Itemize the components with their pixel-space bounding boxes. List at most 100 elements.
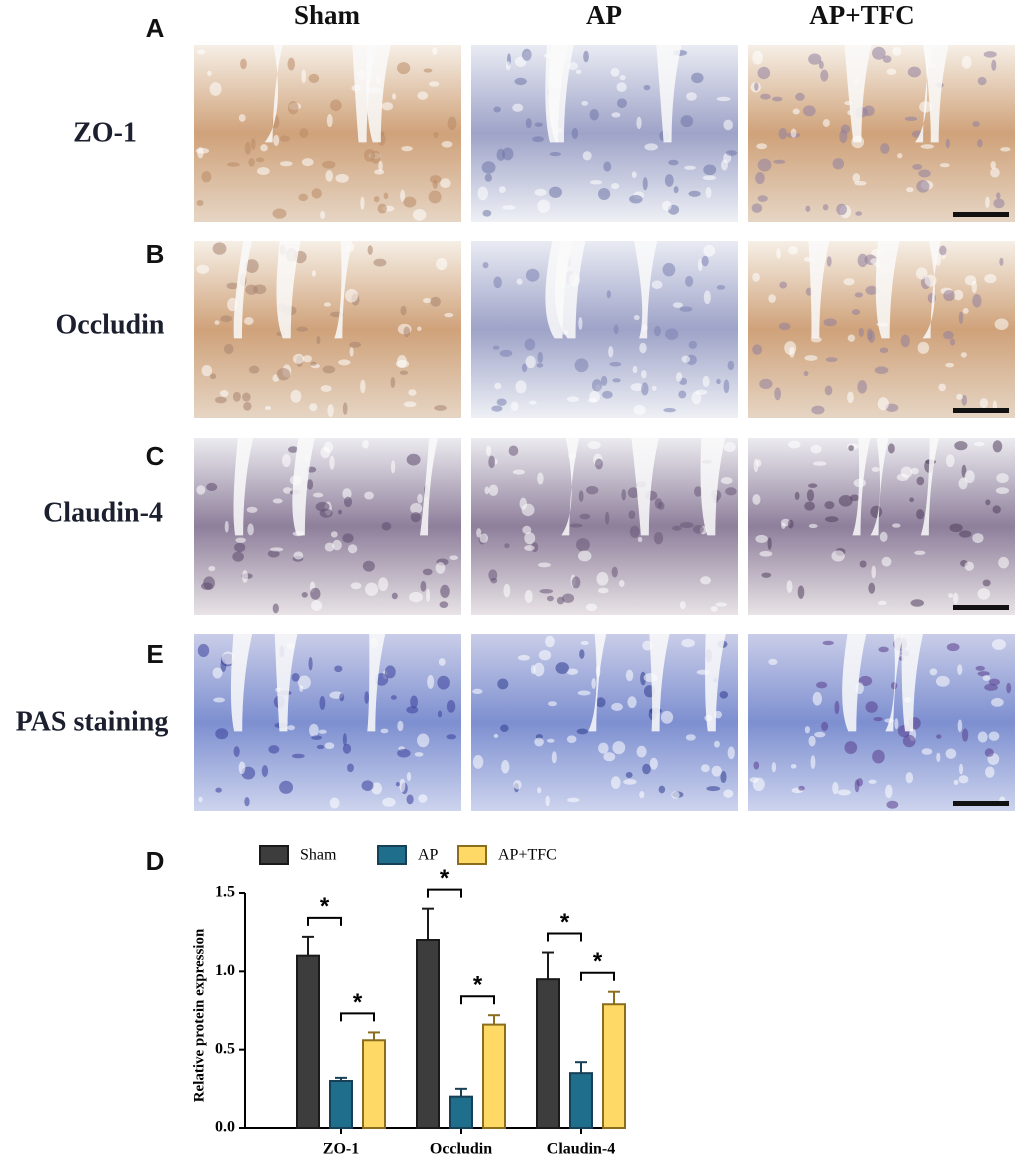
- tissue-texture: [631, 171, 637, 179]
- tissue-texture: [514, 77, 527, 86]
- tissue-texture: [752, 272, 760, 282]
- tissue-texture: [757, 66, 771, 80]
- tissue-texture: [960, 352, 967, 358]
- tissue-texture: [534, 122, 543, 127]
- tissue-texture: [320, 385, 332, 392]
- tissue-texture: [871, 466, 880, 473]
- tissue-texture: [545, 795, 550, 807]
- tissue-texture: [865, 701, 878, 713]
- tissue-texture: [852, 173, 861, 183]
- tissue-texture: [301, 69, 307, 84]
- lumen: [808, 241, 830, 339]
- tissue-texture: [482, 261, 489, 269]
- row-label: ZO-1: [73, 117, 137, 148]
- tissue-texture: [839, 129, 848, 144]
- tissue-texture: [566, 396, 579, 403]
- tissue-texture: [868, 582, 876, 594]
- tissue-texture: [198, 796, 203, 803]
- tissue-texture: [399, 778, 406, 793]
- tissue-texture: [434, 405, 447, 411]
- lumen: [366, 45, 391, 143]
- tissue-texture: [494, 382, 502, 390]
- tissue-texture: [320, 446, 331, 459]
- tissue-texture: [567, 797, 580, 803]
- tissue-texture: [497, 678, 509, 690]
- tissue-texture: [423, 298, 432, 304]
- tissue-texture: [804, 726, 811, 734]
- micrograph: [194, 437, 461, 615]
- tissue-texture: [983, 51, 997, 58]
- lumen: [700, 437, 726, 536]
- tissue-texture: [429, 175, 442, 184]
- tissue-texture: [702, 375, 710, 388]
- panel-letter: A: [146, 13, 165, 43]
- bar: [296, 954, 320, 1130]
- tissue-texture: [943, 289, 955, 302]
- tissue-texture: [988, 678, 1001, 686]
- tissue-texture: [524, 338, 536, 351]
- tissue-texture: [301, 158, 314, 167]
- tissue-texture: [984, 683, 998, 691]
- tissue-texture: [360, 196, 365, 210]
- x-tick-label: Occludin: [430, 1141, 492, 1158]
- lumen: [842, 634, 867, 732]
- tissue-texture: [702, 175, 717, 181]
- bar: [329, 1080, 353, 1129]
- tissue-texture: [642, 177, 648, 191]
- bar-chart: 0.0 0.5 1.0 1.5 Relative protein expression Z…: [191, 845, 626, 1158]
- tissue-texture: [219, 390, 229, 398]
- tissue-texture: [420, 580, 427, 592]
- tissue-texture: [322, 160, 336, 169]
- tissue-texture: [892, 46, 902, 56]
- tissue-texture: [1006, 682, 1012, 694]
- tissue-texture: [720, 771, 727, 783]
- tissue-texture: [201, 364, 213, 377]
- tissue-texture: [633, 404, 646, 416]
- tissue-texture: [428, 81, 440, 87]
- tissue-texture: [639, 342, 647, 354]
- tissue-texture: [583, 50, 589, 63]
- tissue-texture: [939, 245, 947, 256]
- tissue-texture: [315, 501, 330, 512]
- tissue-texture: [272, 208, 287, 219]
- tissue-texture: [725, 150, 738, 156]
- tissue-texture: [804, 355, 818, 361]
- scale-bar: [953, 801, 1009, 806]
- tissue-texture: [837, 789, 851, 796]
- tissue-texture: [594, 458, 603, 470]
- tissue-texture: [395, 781, 401, 787]
- tissue-texture: [865, 285, 878, 295]
- tissue-texture: [972, 294, 982, 308]
- tissue-texture: [326, 113, 333, 128]
- tissue-texture: [872, 749, 885, 764]
- tissue-texture: [603, 161, 612, 172]
- tissue-texture: [826, 256, 832, 267]
- tissue-texture: [813, 461, 827, 466]
- tissue-texture: [324, 542, 335, 552]
- micrograph: [748, 45, 1015, 222]
- tissue-texture: [525, 268, 540, 282]
- lumen: [631, 437, 659, 536]
- significance-bracket: [340, 1012, 375, 1022]
- tissue-texture: [251, 138, 256, 150]
- tissue-texture: [945, 138, 950, 149]
- tissue-texture: [440, 178, 451, 189]
- tissue-texture: [349, 341, 362, 348]
- tissue-texture: [504, 543, 510, 549]
- tissue-texture: [877, 397, 889, 411]
- tissue-texture: [267, 549, 280, 558]
- tissue-texture: [786, 580, 793, 593]
- tissue-texture: [727, 746, 735, 760]
- tissue-texture: [582, 151, 592, 161]
- tissue-texture: [577, 690, 591, 696]
- tissue-texture: [984, 274, 997, 284]
- tissue-texture: [571, 127, 579, 139]
- tissue-texture: [208, 565, 216, 572]
- tissue-texture: [887, 443, 895, 454]
- tissue-texture: [848, 445, 855, 451]
- tissue-texture: [342, 533, 354, 543]
- tissue-texture: [373, 258, 387, 267]
- tissue-texture: [264, 405, 272, 411]
- tissue-texture: [727, 360, 735, 371]
- tissue-texture: [308, 73, 320, 84]
